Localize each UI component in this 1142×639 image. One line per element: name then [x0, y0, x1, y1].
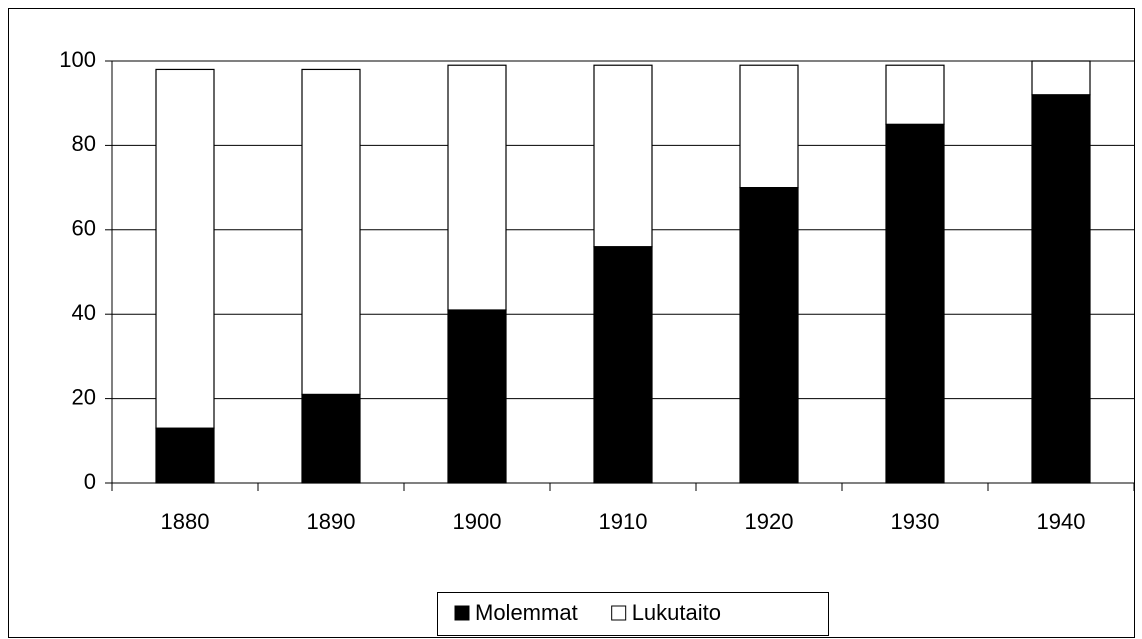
x-tick-label: 1930	[891, 509, 940, 534]
bar-segment	[301, 393, 361, 484]
bar-segment	[885, 64, 945, 125]
x-tick-label: 1920	[745, 509, 794, 534]
y-tick-label: 0	[84, 469, 96, 494]
bar-segment	[739, 64, 799, 189]
x-tick-label: 1890	[307, 509, 356, 534]
bar-segment	[593, 64, 653, 248]
legend-swatch	[611, 605, 627, 621]
legend-label: Molemmat	[475, 600, 578, 625]
bar-segment	[447, 64, 507, 311]
bar-segment	[155, 68, 215, 429]
x-tick-label: 1940	[1037, 509, 1086, 534]
bar-segment	[593, 246, 653, 484]
bar-segment	[155, 427, 215, 484]
legend-box	[437, 592, 829, 636]
bar-segment	[885, 123, 945, 484]
y-tick-label: 60	[72, 216, 96, 241]
x-tick-label: 1900	[453, 509, 502, 534]
bar-segment	[1031, 94, 1091, 484]
legend: Molemmat Lukutaito	[437, 592, 829, 636]
y-tick-label: 80	[72, 131, 96, 156]
x-tick-label: 1910	[599, 509, 648, 534]
legend-label: Lukutaito	[632, 600, 721, 625]
y-tick-label: 100	[59, 47, 96, 72]
bar-segment	[301, 68, 361, 395]
y-tick-label: 40	[72, 300, 96, 325]
bar-segment	[1031, 60, 1091, 96]
y-tick-label: 20	[72, 384, 96, 409]
x-tick-label: 1880	[161, 509, 210, 534]
bar-segment	[447, 309, 507, 484]
legend-swatch	[454, 605, 470, 621]
bar-segment	[739, 187, 799, 484]
